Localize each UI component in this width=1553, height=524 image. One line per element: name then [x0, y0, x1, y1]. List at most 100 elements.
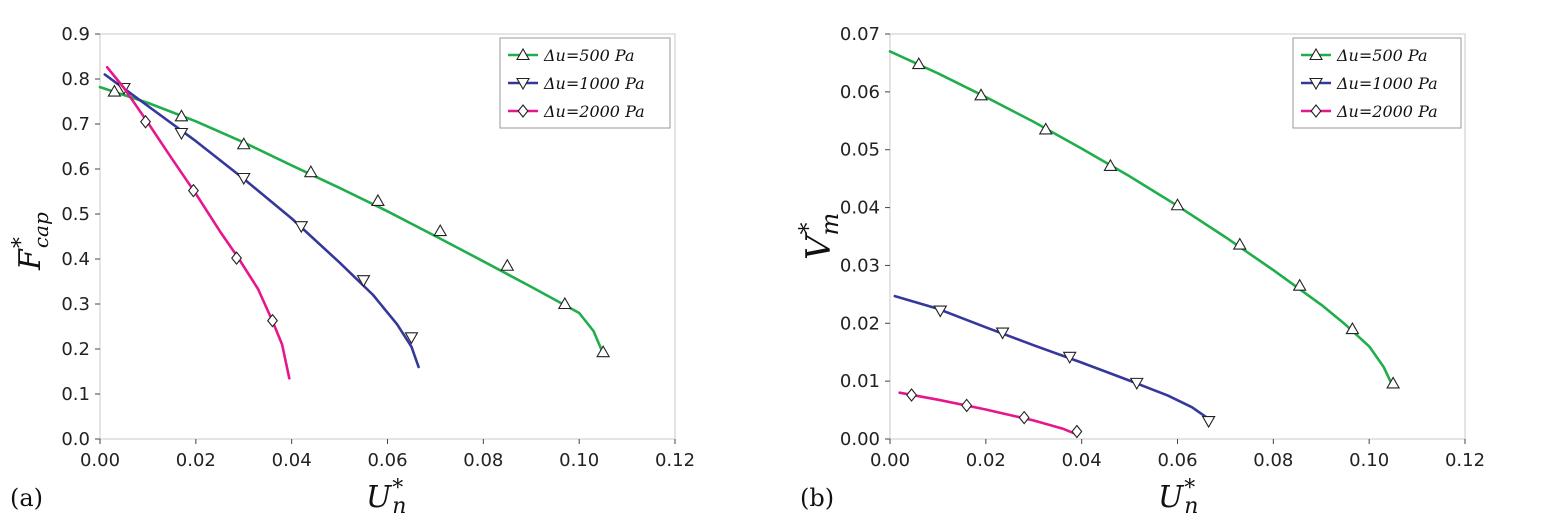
ticks-a: 0.00 0.02 0.04 0.06 0.08 0.10 0.12 0.0 0.1 0.2 0.3…: [61, 24, 695, 471]
x-tick-label-b: 0.08: [1253, 450, 1293, 471]
series-line-a-2: [105, 66, 291, 380]
data-point-a-0-8: [596, 345, 611, 358]
y-tick-label-a: 0.5: [61, 204, 90, 225]
data-point-a-0-6: [500, 258, 515, 271]
x-tick-label-a: 0.04: [272, 450, 312, 471]
data-point-b-0-5: [1232, 237, 1247, 250]
y-tick-label-b: 0.01: [840, 371, 880, 392]
data-point-a-0-4: [370, 193, 385, 206]
data-point-b-0-0: [911, 56, 926, 70]
y-tick-label-a: 0.9: [61, 24, 90, 45]
panel-b: 0.00 0.02 0.04 0.06 0.08 0.10 0.12 0.00 0.01 0.02…: [794, 24, 1485, 519]
y-tick-label-a: 0.0: [61, 429, 90, 450]
series-group-b: [888, 50, 1401, 439]
data-point-b-0-2: [1038, 122, 1053, 135]
x-tick-label-a: 0.00: [80, 450, 120, 471]
data-point-b-1-3: [1129, 377, 1144, 390]
data-point-b-2-0: [906, 388, 918, 402]
y-tick-label-b: 0.00: [840, 429, 880, 450]
x-tick-label-a: 0.12: [655, 450, 695, 471]
data-point-b-1-4: [1201, 416, 1216, 429]
panel-label-b: (b): [800, 484, 834, 512]
y-tick-label-b: 0.04: [840, 198, 880, 219]
legend-b: Δu=500 Pa Δu=1000 Pa Δu=2000 Pa: [1292, 37, 1462, 129]
y-tick-label-a: 0.1: [61, 384, 90, 405]
series-line-b-1: [893, 294, 1210, 421]
y-axis-label-a: F*cap: [9, 212, 53, 271]
y-axis-label-a-sub: cap: [29, 212, 53, 248]
data-point-a-1-5: [404, 332, 419, 345]
x-tick-label-b: 0.04: [1062, 450, 1102, 471]
legend-label-b-0: Δu=500 Pa: [1336, 46, 1427, 65]
x-tick-label-a: 0.06: [367, 450, 407, 471]
legend-label-a-0: Δu=500 Pa: [543, 46, 634, 65]
data-point-a-1-4: [356, 275, 371, 288]
legend-marker-a-2: [517, 104, 529, 118]
data-point-b-1-0: [933, 305, 948, 318]
series-group-a: [98, 66, 611, 380]
data-point-b-0-4: [1170, 198, 1185, 211]
series-line-b-0: [888, 50, 1395, 389]
y-axis-label-b: V*m: [794, 213, 844, 260]
x-axis-label-b: U* n: [1158, 476, 1198, 519]
data-point-b-1-1: [995, 327, 1010, 340]
y-tick-label-a: 0.3: [61, 294, 90, 315]
ticks-b: 0.00 0.02 0.04 0.06 0.08 0.10 0.12 0.00 0.01 0.02…: [840, 24, 1485, 471]
y-axis-label-b-sub: m: [816, 213, 844, 236]
legend-marker-b-2: [1310, 104, 1322, 118]
x-axis-label-a: U* n: [366, 476, 406, 519]
legend-a: Δu=500 Pa Δu=1000 Pa Δu=2000 Pa: [499, 37, 671, 129]
data-point-a-1-1: [174, 127, 189, 141]
y-tick-label-b: 0.03: [840, 255, 880, 276]
y-tick-label-a: 0.4: [61, 249, 90, 270]
y-tick-label-a: 0.2: [61, 339, 90, 360]
data-point-a-0-2: [236, 137, 251, 150]
y-axis-label-a-sup: *: [9, 237, 34, 248]
legend-marker-a-0: [516, 47, 530, 61]
x-axis-label-a-sub: n: [392, 494, 406, 519]
data-point-b-2-1: [961, 398, 973, 413]
x-tick-label-a: 0.08: [463, 450, 503, 471]
data-point-a-0-5: [433, 223, 448, 237]
series-line-a-0: [98, 85, 605, 355]
legend-label-b-2: Δu=2000 Pa: [1336, 102, 1438, 121]
data-point-a-2-0: [140, 114, 152, 129]
data-point-a-0-7: [557, 296, 572, 310]
x-axis-label-b-sub: n: [1184, 494, 1198, 519]
data-point-a-0-0: [107, 84, 122, 97]
data-point-b-2-3: [1071, 424, 1083, 439]
y-axis-label-b-sup: *: [794, 222, 822, 234]
data-point-b-0-8: [1386, 376, 1401, 389]
x-axis-label-b-main: U: [1158, 480, 1185, 515]
data-point-a-1-2: [236, 172, 251, 186]
y-tick-label-b: 0.02: [840, 313, 880, 334]
data-point-b-0-6: [1292, 278, 1307, 291]
y-tick-label-b: 0.06: [840, 82, 880, 103]
series-line-a-1: [103, 73, 420, 369]
legend-label-a-2: Δu=2000 Pa: [543, 102, 645, 121]
data-point-b-0-7: [1345, 321, 1360, 335]
data-point-b-2-2: [1018, 410, 1030, 425]
y-tick-label-a: 0.8: [61, 69, 90, 90]
legend-label-b-1: Δu=1000 Pa: [1336, 74, 1438, 93]
legend-label-a-1: Δu=1000 Pa: [543, 74, 645, 93]
data-point-a-1-3: [294, 221, 309, 234]
series-line-b-2: [898, 391, 1079, 436]
data-point-b-0-1: [974, 88, 988, 101]
y-tick-label-b: 0.05: [840, 140, 880, 161]
data-point-a-2-2: [231, 251, 243, 265]
x-tick-label-b: 0.02: [966, 450, 1006, 471]
x-axis-label-a-main: U: [366, 480, 393, 515]
panel-label-a: (a): [10, 484, 43, 512]
y-tick-label-a: 0.6: [61, 159, 90, 180]
panel-a: 0.00 0.02 0.04 0.06 0.08 0.10 0.12 0.0 0.1 0.2 0.3…: [9, 24, 695, 519]
x-tick-label-b: 0.12: [1445, 450, 1485, 471]
x-axis-label-a-sup: *: [392, 476, 403, 501]
data-point-a-2-3: [266, 313, 279, 328]
x-tick-label-b: 0.06: [1157, 450, 1197, 471]
x-tick-label-b: 0.10: [1349, 450, 1389, 471]
legend-marker-a-1: [516, 77, 530, 91]
x-axis-label-b-sup: *: [1184, 476, 1195, 501]
x-tick-label-b: 0.00: [870, 450, 910, 471]
